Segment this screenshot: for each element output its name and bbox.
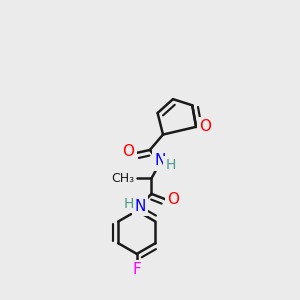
Text: F: F	[132, 262, 141, 277]
Text: N: N	[154, 153, 166, 168]
Text: CH₃: CH₃	[111, 172, 134, 185]
Text: O: O	[122, 144, 134, 159]
Text: H: H	[124, 197, 134, 211]
Text: O: O	[167, 192, 179, 207]
Text: O: O	[199, 119, 211, 134]
Text: N: N	[134, 199, 146, 214]
Text: H: H	[166, 158, 176, 172]
